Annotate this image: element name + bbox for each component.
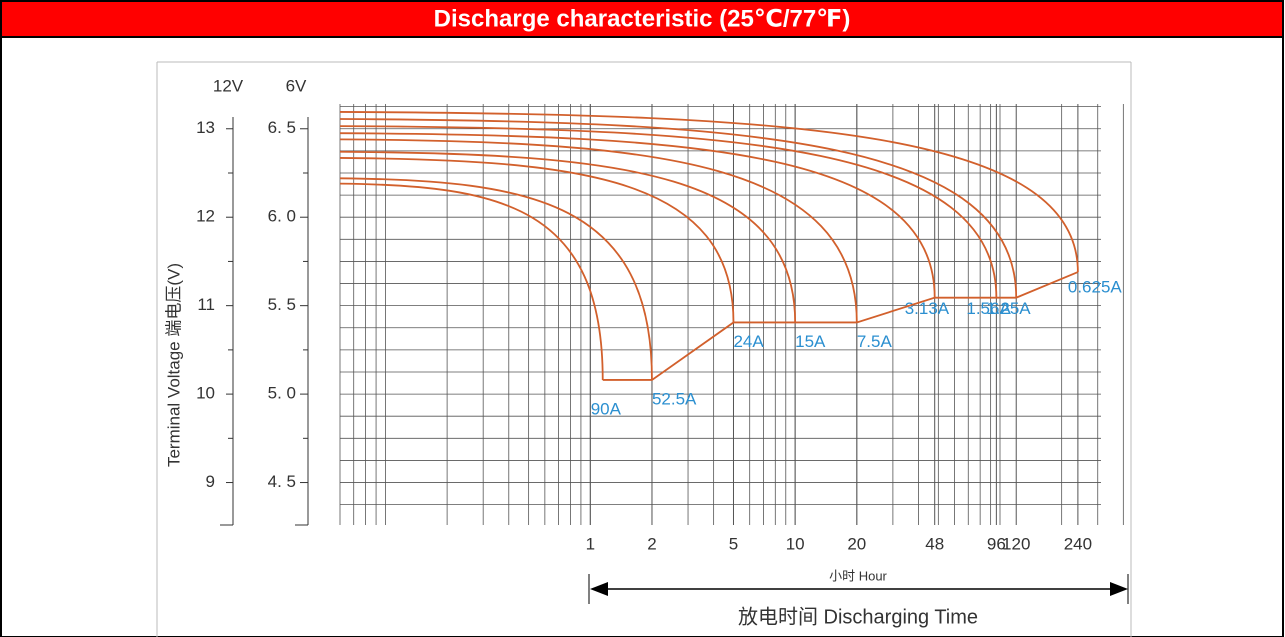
x-tick-label: 1 xyxy=(586,534,595,553)
y-tick-label: 10 xyxy=(196,384,215,403)
chart-title: Discharge characteristic (25℃/77℉) xyxy=(434,5,851,32)
discharge-curve xyxy=(339,125,998,298)
cell-frame xyxy=(0,36,1284,637)
arrow-head xyxy=(1110,582,1128,596)
current-label: 0.625A xyxy=(1068,278,1123,297)
x-tick-label: 20 xyxy=(847,534,866,553)
discharge-curve xyxy=(339,150,797,323)
x-tick-label: 240 xyxy=(1064,534,1092,553)
x-tick-label: 96 xyxy=(987,534,1006,553)
discharge-curve xyxy=(339,157,735,323)
current-label: 1.56A xyxy=(966,299,1011,318)
header-bar xyxy=(0,0,1284,38)
discharge-curve xyxy=(339,118,1018,298)
discharge-curve xyxy=(339,177,653,380)
y-tick-label: 11 xyxy=(197,295,215,314)
current-label: 90A xyxy=(591,399,622,418)
x-tick-label: 48 xyxy=(925,534,944,553)
arrow-head xyxy=(590,582,608,596)
current-label: 7.5A xyxy=(857,332,893,351)
y2-tick-label: 5. 5 xyxy=(268,295,296,314)
y2-tick-label: 4. 5 xyxy=(268,472,296,491)
current-label: 3.13A xyxy=(905,299,950,318)
x-tick-label: 120 xyxy=(1002,534,1030,553)
y-tick-label: 13 xyxy=(196,118,215,137)
current-label: 24A xyxy=(733,332,764,351)
y-axis-unit: 12V xyxy=(213,76,244,95)
x-axis-label: 放电时间 Discharging Time xyxy=(738,605,978,628)
discharge-curve xyxy=(339,132,936,298)
x-tick-label: 10 xyxy=(786,534,805,553)
y-tick-label: 12 xyxy=(196,207,215,226)
cutoff-line xyxy=(602,271,1079,381)
y-tick-label: 9 xyxy=(206,472,215,491)
x-tick-label: 5 xyxy=(729,534,738,553)
y2-axis-unit: 6V xyxy=(286,76,307,95)
y2-tick-label: 5. 0 xyxy=(268,384,296,403)
discharge-curve xyxy=(339,111,1079,273)
current-label: 1.25A xyxy=(986,299,1031,318)
current-label: 52.5A xyxy=(652,389,697,408)
current-label: 15A xyxy=(795,332,826,351)
x-axis-unit-label: 小时 Hour xyxy=(829,568,887,583)
y-axis-label: Terminal Voltage 端电压(V) xyxy=(164,263,183,467)
discharge-curve xyxy=(339,138,858,323)
discharge-curve xyxy=(339,182,604,380)
y2-tick-label: 6. 5 xyxy=(268,118,296,137)
y2-tick-label: 6. 0 xyxy=(268,207,296,226)
x-tick-label: 2 xyxy=(647,534,656,553)
